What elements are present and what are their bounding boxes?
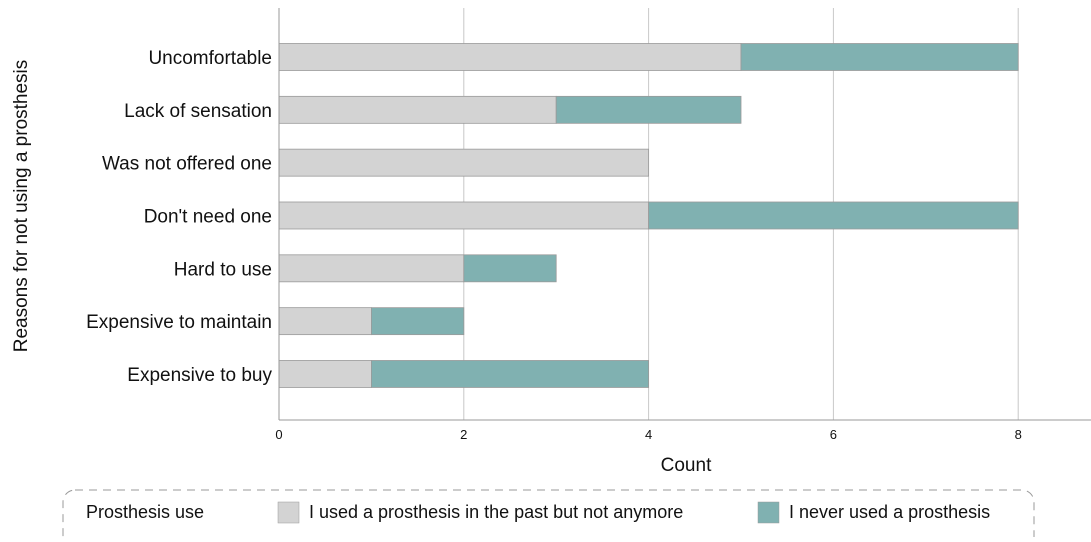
category-label-hard-to-use: Hard to use: [174, 259, 272, 280]
x-tick-label-4: 4: [645, 427, 652, 442]
axes: [278, 8, 1091, 421]
bar-expensive-to-buy-series-1: [370, 360, 650, 388]
legend-label-past-use: I used a prosthesis in the past but not …: [309, 502, 683, 522]
bar-don-t-need-one-series-0: [278, 201, 650, 230]
legend-swatch-never-used: [757, 501, 780, 524]
bar-expensive-to-buy-series-0: [278, 360, 372, 388]
bar-lack-of-sensation-series-1: [555, 95, 742, 124]
legend-swatch-past-use: [277, 501, 300, 524]
bar-expensive-to-maintain-series-1: [370, 307, 465, 336]
bar-lack-of-sensation-series-0: [278, 95, 557, 124]
x-axis-title: Count: [661, 455, 712, 476]
legend-label-never-used: I never used a prosthesis: [789, 502, 990, 522]
bar-expensive-to-maintain-series-0: [278, 307, 372, 336]
x-tick-label-8: 8: [1015, 427, 1022, 442]
category-labels: Uncomfortable Lack of sensation Was not of…: [86, 48, 272, 386]
bar-was-not-offered-one-series-0: [278, 148, 650, 177]
bar-don-t-need-one-series-1: [648, 201, 1019, 230]
bar-hard-to-use-series-1: [463, 254, 557, 283]
x-tick-label-0: 0: [275, 427, 282, 442]
legend-box: [62, 489, 1035, 542]
y-axis-title: Reasons for not using a prosthesis: [11, 60, 32, 353]
bar-hard-to-use-series-0: [278, 254, 465, 283]
category-label-expensive-to-buy: Expensive to buy: [127, 365, 272, 386]
x-tick-label-6: 6: [830, 427, 837, 442]
bars: [278, 43, 1019, 388]
category-label-was-not-offered-one: Was not offered one: [102, 154, 272, 175]
bar-uncomfortable-series-1: [740, 43, 1019, 71]
legend: Prosthesis use I used a prosthesis in th…: [62, 489, 1035, 542]
x-tick-label-2: 2: [460, 427, 467, 442]
category-label-uncomfortable: Uncomfortable: [148, 48, 272, 69]
category-label-don-t-need-one: Don't need one: [144, 206, 272, 227]
legend-title: Prosthesis use: [86, 502, 204, 522]
category-label-lack-of-sensation: Lack of sensation: [124, 101, 272, 122]
bar-uncomfortable-series-0: [278, 43, 742, 71]
x-tick-labels: 0 2 4 6 8: [275, 427, 1021, 442]
category-label-expensive-to-maintain: Expensive to maintain: [86, 312, 272, 333]
